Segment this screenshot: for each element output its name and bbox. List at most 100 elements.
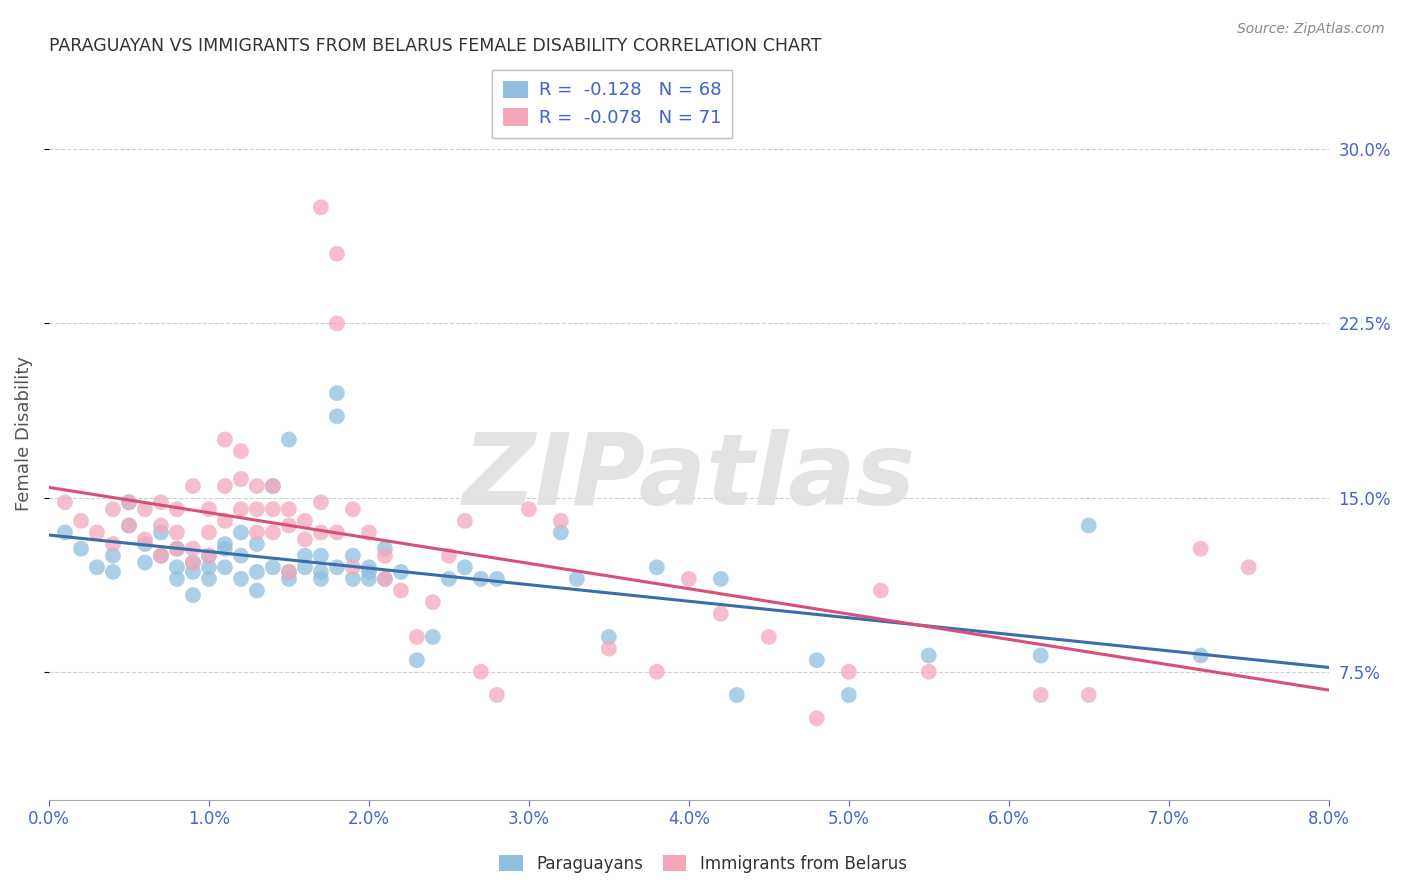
- Point: [1237, 560, 1260, 574]
- Point: [229, 549, 252, 563]
- Point: [262, 502, 284, 516]
- Point: [294, 560, 316, 574]
- Point: [710, 572, 733, 586]
- Point: [214, 560, 236, 574]
- Point: [357, 572, 380, 586]
- Point: [645, 665, 668, 679]
- Point: [357, 565, 380, 579]
- Point: [470, 665, 492, 679]
- Point: [229, 444, 252, 458]
- Point: [470, 572, 492, 586]
- Point: [101, 565, 124, 579]
- Point: [149, 549, 172, 563]
- Point: [598, 641, 620, 656]
- Point: [246, 525, 269, 540]
- Point: [118, 518, 141, 533]
- Point: [229, 502, 252, 516]
- Point: [134, 533, 156, 547]
- Point: [118, 495, 141, 509]
- Point: [389, 565, 412, 579]
- Point: [342, 572, 364, 586]
- Point: [918, 648, 941, 663]
- Point: [118, 495, 141, 509]
- Point: [166, 525, 188, 540]
- Point: [357, 560, 380, 574]
- Point: [229, 472, 252, 486]
- Point: [277, 502, 299, 516]
- Point: [725, 688, 748, 702]
- Point: [118, 518, 141, 533]
- Point: [342, 549, 364, 563]
- Point: [246, 537, 269, 551]
- Point: [309, 200, 332, 214]
- Point: [198, 502, 221, 516]
- Point: [229, 525, 252, 540]
- Point: [198, 560, 221, 574]
- Point: [181, 565, 204, 579]
- Point: [1029, 648, 1052, 663]
- Point: [53, 495, 76, 509]
- Point: [838, 665, 860, 679]
- Point: [326, 525, 349, 540]
- Point: [198, 572, 221, 586]
- Point: [422, 595, 444, 609]
- Point: [422, 630, 444, 644]
- Point: [214, 514, 236, 528]
- Point: [198, 525, 221, 540]
- Point: [214, 541, 236, 556]
- Point: [70, 541, 93, 556]
- Point: [374, 541, 396, 556]
- Point: [326, 246, 349, 260]
- Point: [309, 525, 332, 540]
- Point: [166, 572, 188, 586]
- Point: [517, 502, 540, 516]
- Point: [262, 525, 284, 540]
- Point: [53, 525, 76, 540]
- Point: [326, 409, 349, 424]
- Point: [70, 514, 93, 528]
- Point: [181, 541, 204, 556]
- Point: [309, 565, 332, 579]
- Point: [309, 549, 332, 563]
- Point: [806, 653, 828, 667]
- Point: [86, 525, 108, 540]
- Point: [1189, 648, 1212, 663]
- Point: [86, 560, 108, 574]
- Point: [326, 386, 349, 401]
- Point: [838, 688, 860, 702]
- Point: [214, 433, 236, 447]
- Point: [1029, 688, 1052, 702]
- Point: [485, 688, 508, 702]
- Point: [214, 537, 236, 551]
- Point: [134, 556, 156, 570]
- Point: [246, 583, 269, 598]
- Point: [406, 653, 429, 667]
- Point: [1189, 541, 1212, 556]
- Point: [166, 502, 188, 516]
- Point: [246, 479, 269, 493]
- Point: [149, 525, 172, 540]
- Point: [166, 541, 188, 556]
- Point: [149, 495, 172, 509]
- Point: [262, 560, 284, 574]
- Point: [678, 572, 700, 586]
- Point: [342, 502, 364, 516]
- Legend: Paraguayans, Immigrants from Belarus: Paraguayans, Immigrants from Belarus: [492, 848, 914, 880]
- Point: [181, 588, 204, 602]
- Point: [181, 556, 204, 570]
- Point: [166, 541, 188, 556]
- Text: ZIPatlas: ZIPatlas: [463, 429, 915, 526]
- Legend: R =  -0.128   N = 68, R =  -0.078   N = 71: R = -0.128 N = 68, R = -0.078 N = 71: [492, 70, 733, 138]
- Point: [246, 565, 269, 579]
- Point: [485, 572, 508, 586]
- Point: [454, 560, 477, 574]
- Point: [326, 317, 349, 331]
- Point: [710, 607, 733, 621]
- Point: [262, 479, 284, 493]
- Point: [437, 572, 460, 586]
- Point: [198, 549, 221, 563]
- Point: [326, 560, 349, 574]
- Point: [437, 549, 460, 563]
- Point: [246, 502, 269, 516]
- Point: [389, 583, 412, 598]
